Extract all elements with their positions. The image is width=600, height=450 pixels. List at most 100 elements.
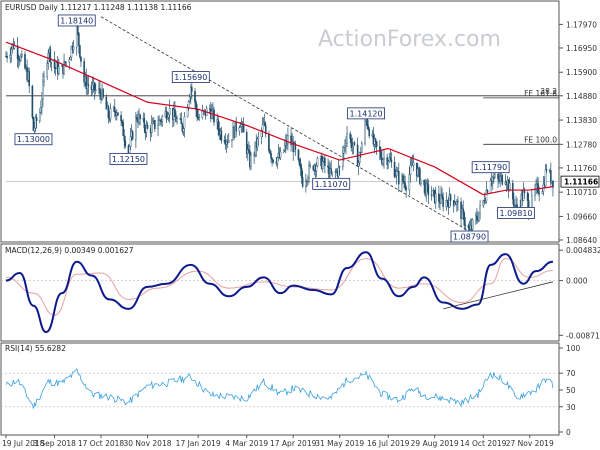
watermark: ActionForex.com	[318, 27, 501, 52]
rsi-y-axis: 100 70 50 30 0	[559, 344, 581, 437]
candle-body	[402, 175, 404, 182]
price-moving-average	[5, 41, 554, 196]
candle-body	[476, 215, 478, 220]
swing-label: 1.14120	[350, 109, 383, 118]
macd-y-tick-label: -0.008718	[566, 331, 600, 340]
candle-body	[272, 159, 274, 163]
candle-body	[501, 174, 504, 185]
rsi-y-tick-label: 0	[566, 428, 571, 437]
candle-body	[180, 118, 183, 124]
candle-body	[338, 166, 341, 168]
candle-body	[412, 162, 415, 166]
candle-body	[16, 45, 19, 59]
candle-body	[513, 198, 515, 207]
candle-body	[181, 123, 184, 132]
candle-body	[32, 117, 35, 131]
candle-body	[368, 128, 371, 137]
candle-body	[113, 107, 116, 113]
candle-body	[364, 120, 366, 144]
x-tick-label: 17 Apr 2019	[270, 439, 317, 448]
candle-body	[182, 128, 185, 132]
candle-body	[423, 179, 425, 186]
level-label: FE 100.0	[524, 135, 557, 144]
candle-body	[375, 141, 378, 147]
candle-body	[416, 168, 419, 177]
candle-body	[254, 141, 256, 155]
x-tick-label: 19 Jul 2018	[2, 439, 45, 448]
candle-body	[136, 117, 138, 120]
candle-body	[198, 117, 201, 120]
candle-body	[31, 85, 34, 118]
swing-label-box	[171, 71, 210, 83]
candle-body	[167, 114, 170, 118]
candle-body	[235, 122, 237, 132]
candle-body	[308, 165, 310, 179]
candle-body	[9, 55, 12, 59]
candle-body	[438, 193, 440, 202]
candle-body	[499, 176, 501, 181]
candle-body	[211, 110, 213, 119]
candle-body	[346, 133, 348, 144]
macd-y-axis: 0.004832 0.000 -0.008718	[559, 246, 600, 340]
candle-body	[217, 119, 220, 130]
candle-body	[486, 190, 489, 193]
price-panel: ActionForex.com EURUSD Daily 1.11217 1.1…	[0, 0, 600, 245]
candle-body	[508, 182, 511, 192]
candle-body	[349, 133, 352, 140]
candle-body	[382, 159, 384, 164]
candle-body	[263, 122, 266, 126]
candle-body	[40, 107, 42, 113]
candle-body	[139, 114, 141, 120]
x-tick-label: 3 Sep 2018	[33, 439, 76, 448]
candle-body	[484, 200, 487, 203]
dashed-trendline	[100, 16, 479, 237]
candle-body	[187, 101, 190, 108]
candle-body	[129, 136, 132, 147]
candle-body	[28, 71, 31, 87]
candle-body	[394, 175, 397, 177]
price-y-tick-label: 1.09660	[566, 212, 597, 221]
swing-label: 1.18140	[60, 16, 93, 25]
candle-body	[378, 146, 381, 152]
candle-body	[65, 61, 67, 65]
candle-body	[425, 182, 428, 196]
candle-body	[157, 124, 159, 129]
candle-body	[298, 159, 301, 166]
macd-line	[5, 251, 554, 334]
swing-label: 1.12150	[112, 155, 145, 164]
candle-body	[165, 110, 168, 120]
candle-body	[441, 194, 443, 198]
candle-body	[440, 194, 442, 204]
candle-body	[239, 126, 242, 128]
candle-body	[380, 151, 382, 159]
candle-body	[353, 142, 356, 146]
candle-body	[120, 115, 122, 122]
rsi-y-tick-label: 50	[566, 386, 576, 395]
candle-body	[188, 96, 191, 102]
candle-body	[456, 201, 458, 205]
candle-body	[38, 112, 41, 122]
macd-signal-line	[5, 258, 553, 316]
candle-body	[42, 81, 44, 100]
candle-body	[282, 149, 285, 153]
candle-body	[390, 159, 393, 163]
swing-label: 1.09810	[499, 209, 532, 218]
candle-body	[482, 200, 485, 206]
candle-body	[331, 171, 334, 174]
candle-body	[389, 157, 392, 161]
candle-body	[151, 121, 154, 124]
x-tick-label: 31 May 2019	[315, 439, 364, 448]
candle-body	[79, 45, 81, 58]
swing-label: 1.11790	[474, 163, 507, 172]
candle-body	[253, 154, 255, 156]
candle-body	[357, 162, 360, 167]
candle-body	[85, 76, 88, 89]
x-tick-label: 4 Mar 2019	[225, 439, 268, 448]
candle-body	[479, 205, 481, 214]
rsi-title: RSI(14) 55.6282	[5, 344, 66, 353]
candle-body	[420, 179, 422, 184]
candle-body	[493, 176, 495, 178]
candle-body	[17, 58, 20, 60]
